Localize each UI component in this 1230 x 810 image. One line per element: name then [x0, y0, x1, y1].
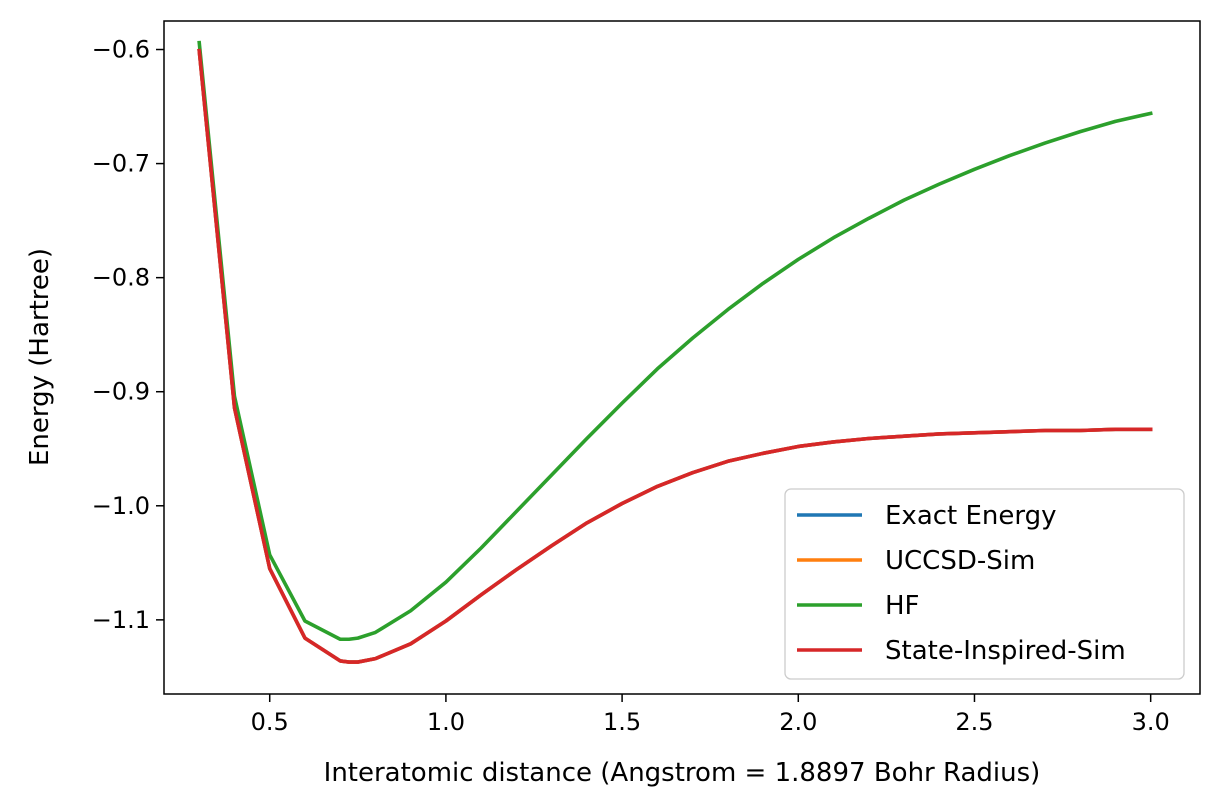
legend[interactable]: Exact Energy UCCSD-Sim HF State-Inspired-Si…: [784, 488, 1185, 680]
series-line-hf: [197, 40, 1153, 642]
x-axis-label: Interatomic distance (Angstrom = 1.8897 …: [324, 758, 1041, 788]
legend-label: HF: [885, 591, 920, 621]
plot-frame: [163, 20, 1201, 695]
y-tick-label: −0.8: [92, 264, 150, 292]
series-line-state-inspired-sim: [197, 48, 1153, 664]
y-tick-label: −0.9: [92, 378, 150, 406]
y-tick-label: −1.0: [92, 492, 150, 520]
y-axis-ticks: −0.6 −0.7 −0.8 −0.9 −1.0 −1.1: [92, 36, 164, 634]
legend-label: UCCSD-Sim: [885, 546, 1035, 576]
x-tick-label: 1.0: [427, 708, 465, 736]
y-tick-label: −1.1: [92, 606, 150, 634]
x-tick-label: 2.5: [955, 708, 993, 736]
y-axis-label: Energy (Hartree): [25, 248, 55, 466]
series-layer: [197, 40, 1153, 664]
legend-label: Exact Energy: [885, 501, 1057, 531]
legend-box: [784, 488, 1185, 680]
x-axis-ticks: 0.5 1.0 1.5 2.0 2.5 3.0: [251, 694, 1170, 736]
x-tick-label: 2.0: [779, 708, 817, 736]
y-tick-label: −0.6: [92, 36, 150, 64]
legend-items: Exact Energy UCCSD-Sim HF State-Inspired-Si…: [797, 501, 1126, 666]
x-tick-label: 3.0: [1132, 708, 1170, 736]
x-tick-label: 1.5: [603, 708, 641, 736]
legend-label: State-Inspired-Sim: [885, 636, 1126, 666]
x-tick-label: 0.5: [251, 708, 289, 736]
y-tick-label: −0.7: [92, 150, 150, 178]
